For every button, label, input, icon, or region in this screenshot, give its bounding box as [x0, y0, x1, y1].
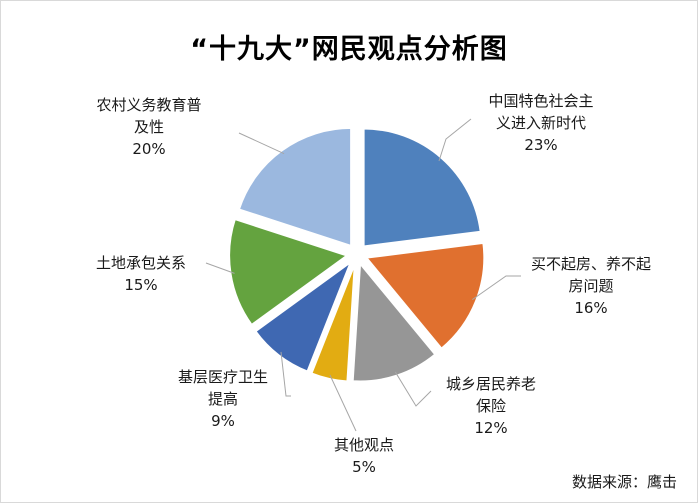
leader-line — [472, 275, 521, 301]
slice-label-value: 16% — [574, 299, 608, 317]
slice-label-value: 23% — [524, 136, 558, 154]
leader-line — [329, 374, 357, 432]
leader-line — [438, 118, 472, 162]
slice-label-name: 保险 — [476, 397, 507, 415]
source-note: 数据来源：鹰击 — [571, 473, 677, 491]
pie-slice — [351, 260, 437, 383]
slice-label-name: 农村义务教育普 — [96, 96, 202, 114]
slice-label-value: 5% — [352, 458, 376, 476]
slice-label-name: 买不起房、养不起 — [531, 255, 652, 273]
slice-label-value: 20% — [132, 140, 166, 158]
slice-label-name: 基层医疗卫生 — [178, 368, 269, 386]
leader-line — [280, 351, 291, 397]
chart-title: “十九大”网民观点分析图 — [190, 34, 508, 65]
slice-label-name: 提高 — [208, 390, 239, 408]
leader-line — [205, 262, 235, 274]
slice-label-name: 城乡居民养老 — [446, 375, 537, 393]
slice-label-name: 义进入新时代 — [496, 114, 587, 132]
slice-label-name: 房问题 — [568, 277, 614, 295]
slice-label-value: 9% — [211, 412, 235, 430]
pie-slice — [254, 259, 354, 373]
slice-label-value: 12% — [474, 419, 508, 437]
slice-label: 其他观点 5% — [334, 434, 394, 478]
slice-label: 农村义务教育普 及性 20% — [97, 94, 202, 160]
slice-label: 基层医疗卫生 提高 9% — [178, 366, 268, 432]
pie-slice — [310, 263, 356, 383]
leader-line — [238, 132, 285, 155]
pie-slice — [362, 127, 482, 248]
slice-label-name: 其他观点 — [334, 436, 395, 454]
slice-label: 土地承包关系 15% — [96, 252, 186, 296]
slice-label: 买不起房、养不起 房问题 16% — [531, 253, 651, 319]
slice-label: 中国特色社会主 义进入新时代 23% — [489, 90, 594, 156]
leader-line — [394, 371, 432, 407]
slice-label-name: 及性 — [134, 118, 165, 136]
pie-slice — [364, 241, 486, 351]
pie-slice — [228, 217, 350, 327]
pie-slice — [237, 126, 353, 248]
slice-label-name: 土地承包关系 — [96, 254, 187, 272]
slice-label-name: 中国特色社会主 — [488, 92, 594, 110]
slice-label: 城乡居民养老 保险 12% — [446, 373, 536, 439]
slice-label-value: 15% — [124, 276, 158, 294]
